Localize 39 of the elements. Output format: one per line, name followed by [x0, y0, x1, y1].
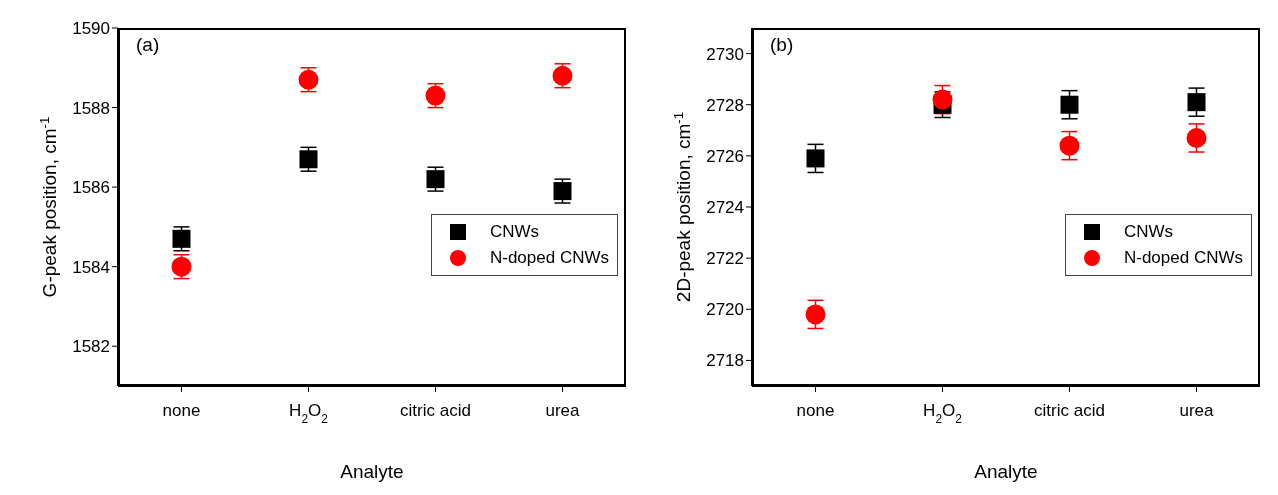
y-tick-label: 2720: [706, 300, 744, 320]
point: [1187, 93, 1206, 112]
x-tick-label: citric acid: [1034, 401, 1105, 420]
point: [1186, 127, 1207, 148]
x-tick-label: H$_{2}$O$_{2}$: [923, 401, 963, 426]
point: [553, 182, 572, 201]
x-axis-title: Analyte: [974, 461, 1038, 482]
annotation: (a): [136, 34, 160, 55]
point: [172, 229, 191, 248]
y-tick-label: 1584: [72, 257, 110, 277]
y-tick-label: 2730: [706, 44, 744, 64]
y-tick-label: 2724: [706, 198, 744, 218]
point: [805, 304, 826, 325]
x-tick-label: none: [796, 401, 835, 420]
x-tick-label: none: [162, 401, 201, 420]
point: [1059, 135, 1080, 156]
legend-label: N-doped CNWs: [1123, 247, 1243, 267]
x-tick-label: citric acid: [400, 401, 471, 420]
x-axis-title: Analyte: [340, 461, 404, 482]
x-tick-label: H$_{2}$O$_{2}$: [289, 401, 329, 426]
y-tick-label: 1582: [72, 337, 110, 357]
y-tick-label: 1588: [72, 98, 110, 118]
annotation: (b): [770, 34, 794, 55]
legend-label: CNWs: [489, 221, 540, 241]
legend-label: N-doped CNWs: [489, 247, 609, 267]
point: [426, 170, 445, 189]
y-tick-label: 2722: [706, 249, 744, 269]
y-tick-label: 1590: [72, 19, 110, 39]
point: [299, 150, 318, 169]
point: [932, 89, 953, 110]
point: [1060, 95, 1079, 114]
legend-label: CNWs: [1123, 221, 1174, 241]
point: [806, 149, 825, 168]
x-tick-label: urea: [545, 401, 581, 420]
y-tick-label: 2718: [706, 351, 744, 371]
y-tick-label: 2726: [706, 146, 744, 166]
x-tick-label: urea: [1179, 401, 1215, 420]
y-tick-label: 2728: [706, 95, 744, 115]
y-tick-label: 1586: [72, 178, 110, 198]
